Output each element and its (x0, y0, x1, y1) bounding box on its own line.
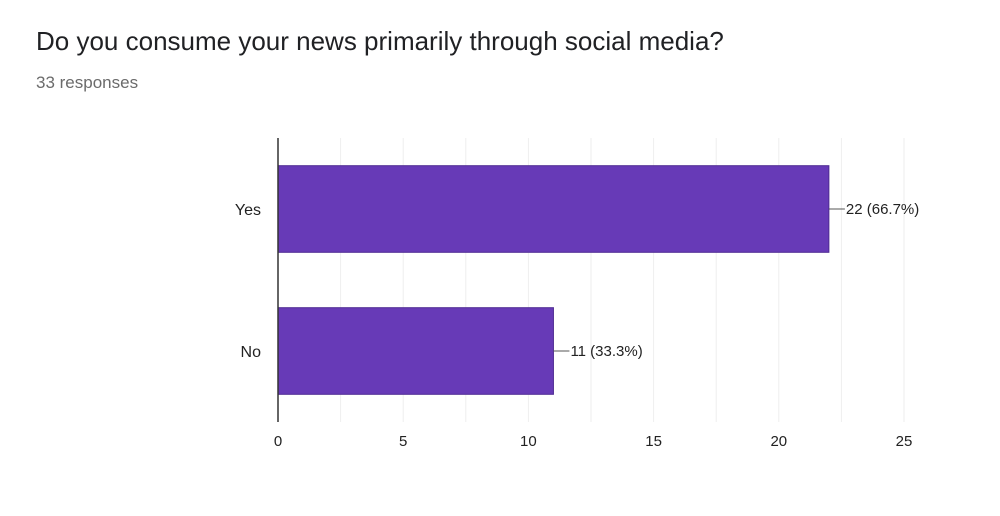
category-label: Yes (235, 202, 261, 219)
category-label: No (241, 344, 262, 361)
x-tick-label: 5 (399, 433, 407, 450)
bar-no (277, 307, 554, 395)
response-count: 33 responses (36, 73, 139, 92)
bar-yes (277, 165, 830, 253)
question-title: Do you consume your news primarily throu… (36, 26, 724, 56)
data-labels: 22 (66.7%) 11 (33.3%) (553, 201, 919, 360)
x-tick-label: 10 (520, 433, 537, 450)
x-tick-label: 25 (896, 433, 913, 450)
category-labels: Yes No (235, 202, 261, 361)
data-label: 11 (33.3%) (570, 343, 642, 360)
x-tick-label: 0 (274, 433, 282, 450)
data-label: 22 (66.7%) (846, 201, 919, 218)
x-tick-labels: 0 5 10 15 20 25 (274, 433, 913, 450)
bars (277, 165, 830, 395)
x-tick-label: 20 (770, 433, 787, 450)
x-tick-label: 15 (645, 433, 662, 450)
